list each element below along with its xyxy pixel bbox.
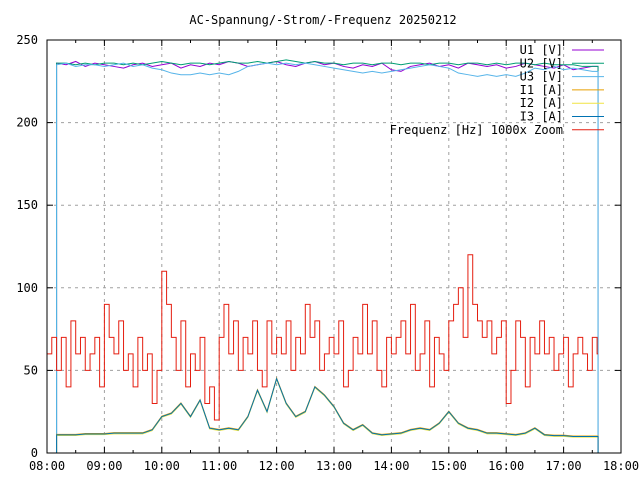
x-tick-label: 13:00	[316, 459, 352, 473]
y-tick-label: 100	[16, 281, 38, 295]
legend-label: I3 [A]	[520, 110, 563, 124]
series-u3-v-line	[56, 62, 599, 453]
x-tick-label: 14:00	[373, 459, 409, 473]
x-tick-label: 10:00	[144, 459, 180, 473]
x-tick-label: 18:00	[603, 459, 639, 473]
legend-label: U3 [V]	[520, 70, 563, 84]
y-tick-label: 150	[16, 198, 38, 212]
series-frequenz-hz-1000x-zoom-line	[47, 254, 599, 421]
axes: 08:00 09:00 10:00 11:00 12:00 13:00 14:00 15:00…	[16, 33, 639, 473]
x-tick-label: 16:00	[488, 459, 524, 473]
x-tick-label: 11:00	[201, 459, 237, 473]
series-i1-a-line	[56, 376, 599, 453]
x-tick-label: 12:00	[259, 459, 295, 473]
y-tick-label: 50	[24, 363, 38, 377]
x-tick-label: 15:00	[431, 459, 467, 473]
series-i3-a-line	[56, 377, 599, 453]
legend-label: U2 [V]	[520, 56, 563, 70]
series-u1-v-line	[56, 60, 599, 453]
y-tick-label: 200	[16, 116, 38, 130]
legend-label: I2 [A]	[520, 96, 563, 110]
legend: U1 [V]U2 [V]U3 [V]I1 [A]I2 [A]I3 [A]Freq…	[390, 43, 604, 137]
legend-label: I1 [A]	[520, 83, 563, 97]
series-i2-a-line	[56, 377, 599, 453]
legend-label: U1 [V]	[520, 43, 563, 57]
chart-title: AC-Spannung/-Strom/-Frequenz 20250212	[189, 13, 456, 27]
x-tick-label: 08:00	[29, 459, 65, 473]
legend-label: Frequenz [Hz] 1000x Zoom	[390, 123, 563, 137]
x-tick-label: 17:00	[546, 459, 582, 473]
series-u2-v-line	[56, 59, 599, 453]
plot-area	[47, 59, 599, 453]
y-tick-label: 250	[16, 33, 38, 47]
y-tick-label: 0	[31, 446, 38, 460]
x-tick-label: 09:00	[86, 459, 122, 473]
